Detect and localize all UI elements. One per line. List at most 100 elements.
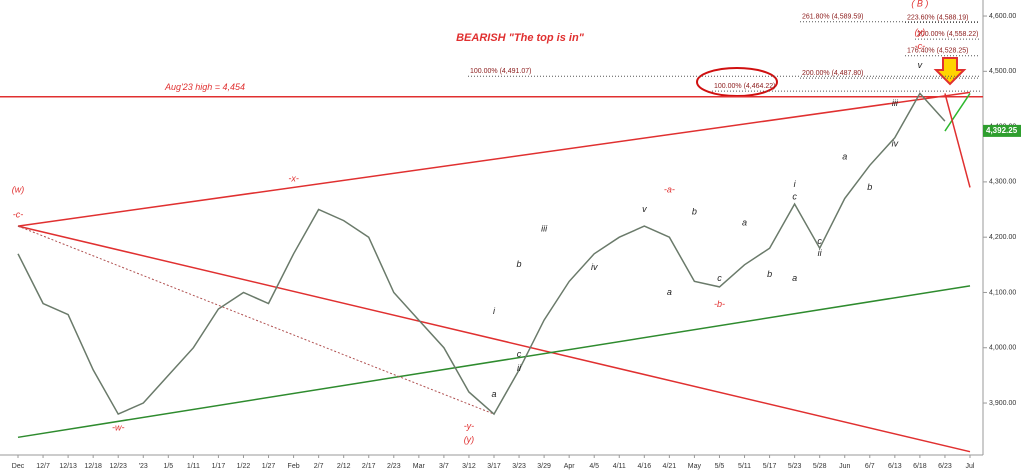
x-tick-label: 2/12 xyxy=(337,463,351,470)
fib-label: 176.40% (4,528.25) xyxy=(907,48,969,55)
y-tick-label: 4,500.00 xyxy=(989,68,1016,75)
x-tick-label: 6/18 xyxy=(913,463,927,470)
fib-label: 200.00% (4,558.22) xyxy=(917,31,979,38)
x-tick-label: 12/13 xyxy=(59,463,77,470)
wave-label: (y) xyxy=(915,27,926,37)
last-price-box xyxy=(983,124,1021,137)
y-tick-label: 4,300.00 xyxy=(989,179,1016,186)
wave-label: -y- xyxy=(464,421,475,431)
trendline xyxy=(944,93,971,188)
fib-label: 100.00% (4,464.22) xyxy=(714,83,776,90)
x-tick-label: 6/23 xyxy=(938,463,952,470)
x-tick-label: 3/29 xyxy=(537,463,551,470)
x-tick-label: Jun xyxy=(839,463,850,470)
x-tick-label: Dec xyxy=(12,463,25,470)
wave-label: a xyxy=(742,218,747,228)
wave-label: -c- xyxy=(915,41,926,51)
wave-label: i xyxy=(493,306,496,316)
y-tick-label: 4,000.00 xyxy=(989,345,1016,352)
x-tick-label: 2/7 xyxy=(314,463,324,470)
wave-label: -w- xyxy=(112,422,125,432)
wave-label: -x- xyxy=(288,174,299,184)
fib-label: 200.00% (4,487.80) xyxy=(802,70,864,77)
x-tick-label: May xyxy=(688,463,702,470)
wave-label: c xyxy=(517,349,522,359)
wave-label: -b- xyxy=(714,299,725,309)
x-tick-label: Apr xyxy=(564,463,576,470)
fib-label: 223.60% (4,588.19) xyxy=(907,14,969,21)
wave-label: i xyxy=(794,179,797,189)
trendline xyxy=(17,225,495,415)
wave-label: c xyxy=(717,273,722,283)
x-tick-label: 4/16 xyxy=(638,463,652,470)
x-tick-label: Feb xyxy=(288,463,300,470)
x-tick-label: 6/13 xyxy=(888,463,902,470)
wave-label: -a- xyxy=(664,185,675,195)
wave-label: iv xyxy=(892,139,899,149)
x-tick-label: 1/22 xyxy=(237,463,251,470)
y-tick-label: 4,200.00 xyxy=(989,234,1016,241)
x-tick-label: 4/11 xyxy=(613,463,626,470)
x-tick-label: 4/21 xyxy=(663,463,677,470)
fib-label: 100.00% (4,491.07) xyxy=(470,68,532,75)
x-tick-label: 3/12 xyxy=(462,463,476,470)
x-tick-label: 2/23 xyxy=(387,463,401,470)
y-tick-label: 4,100.00 xyxy=(989,289,1016,296)
y-tick-label: 4,600.00 xyxy=(989,13,1016,20)
x-tick-label: 4/5 xyxy=(589,463,599,470)
wave-label: a xyxy=(842,151,847,161)
wave-label: ii xyxy=(517,363,522,373)
x-tick-label: 1/5 xyxy=(163,463,173,470)
trendline xyxy=(17,225,971,453)
chart-title: BEARISH "The top is in" xyxy=(456,32,585,44)
x-tick-label: 5/23 xyxy=(788,463,802,470)
down-arrow xyxy=(933,57,967,86)
wave-label: v xyxy=(918,60,923,70)
wave-label: b xyxy=(767,269,772,279)
x-tick-label: 5/11 xyxy=(738,463,751,470)
price-line xyxy=(17,92,946,416)
wave-label: (y) xyxy=(464,434,475,444)
x-tick-label: 3/23 xyxy=(512,463,526,470)
x-tick-label: 5/28 xyxy=(813,463,827,470)
x-tick-label: 1/27 xyxy=(262,463,276,470)
wave-label: a xyxy=(491,389,496,399)
x-tick-label: 5/5 xyxy=(715,463,725,470)
wave-label: -c- xyxy=(13,209,24,219)
wave-label: ( B ) xyxy=(911,0,928,8)
wave-label: b xyxy=(692,207,697,217)
trendline xyxy=(17,91,971,227)
x-tick-label: 12/18 xyxy=(84,463,102,470)
wave-label: a xyxy=(667,287,672,297)
x-tick-label: 1/11 xyxy=(187,463,200,470)
wave-label: v xyxy=(642,204,647,214)
x-tick-label: 5/17 xyxy=(763,463,777,470)
x-tick-label: Jul xyxy=(966,463,975,470)
trendline xyxy=(944,93,971,132)
wave-label: iv xyxy=(591,262,598,272)
wave-label: a xyxy=(792,273,797,283)
x-tick-label: 3/7 xyxy=(439,463,449,470)
trendline xyxy=(17,285,971,439)
x-tick-label: Mar xyxy=(413,463,426,470)
wave-label: (w) xyxy=(12,185,25,195)
fib-label: 261.80% (4,589.59) xyxy=(802,14,864,21)
x-tick-label: 1/17 xyxy=(212,463,226,470)
wave-label: iii xyxy=(892,98,899,108)
y-tick-label: 3,900.00 xyxy=(989,400,1016,407)
x-tick-label: 12/23 xyxy=(109,463,127,470)
wave-label: ii xyxy=(818,248,823,258)
last-price-label: 4,392.25 xyxy=(986,126,1018,135)
x-tick-label: '23 xyxy=(139,463,148,470)
wave-label: iii xyxy=(541,223,548,233)
x-tick-label: 12/7 xyxy=(36,463,50,470)
wave-label: c xyxy=(792,192,797,202)
x-tick-label: 2/17 xyxy=(362,463,376,470)
x-tick-label: 3/17 xyxy=(487,463,501,470)
wave-label: b xyxy=(867,182,872,192)
hline-label: Aug'23 high = 4,454 xyxy=(164,82,245,92)
x-tick-label: 6/7 xyxy=(865,463,875,470)
wave-label: b xyxy=(517,259,522,269)
wave-label: c xyxy=(817,236,822,246)
